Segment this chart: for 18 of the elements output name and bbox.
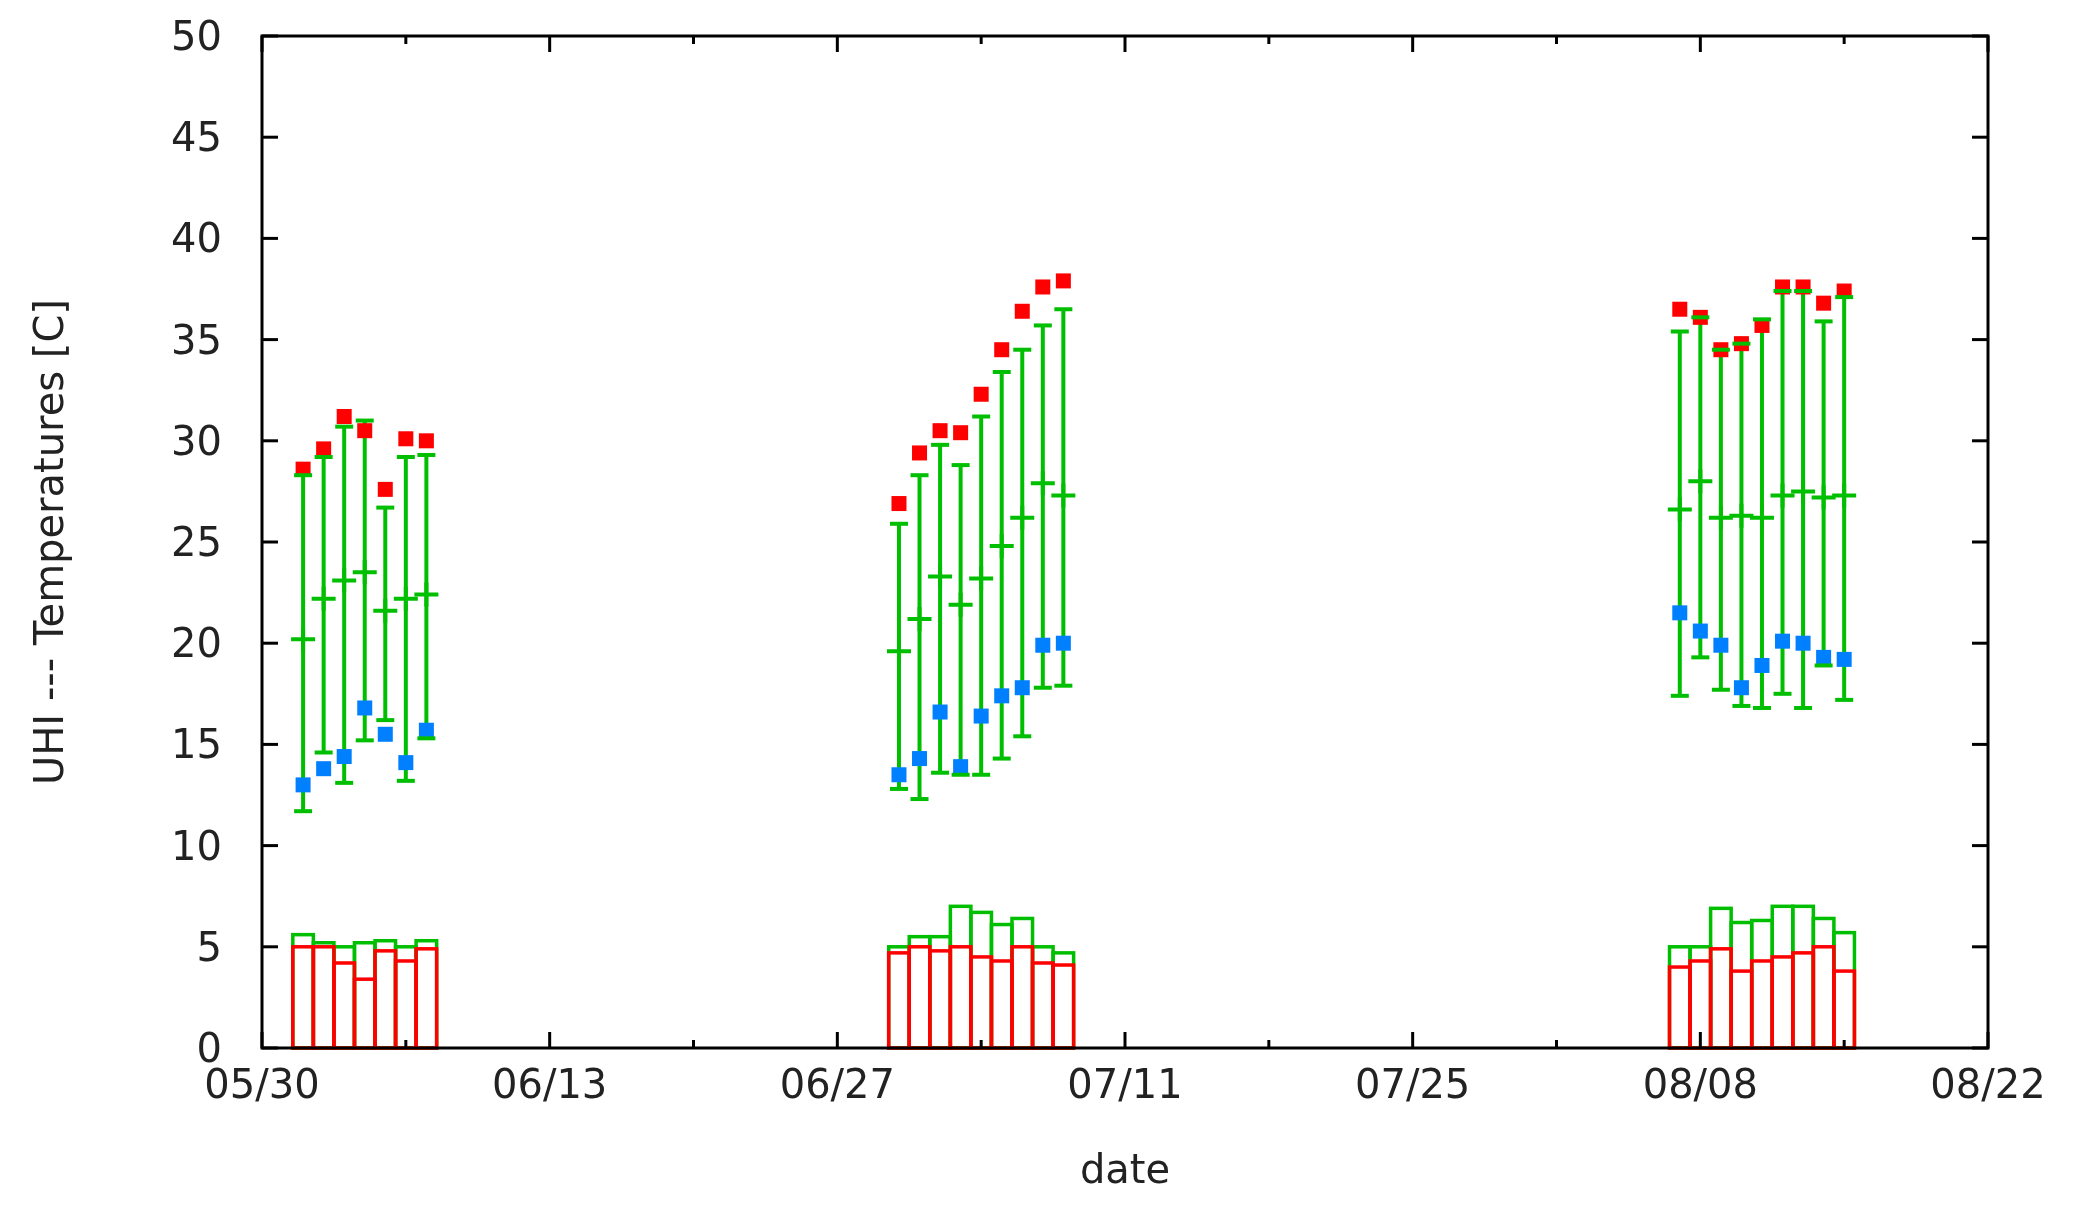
y-tick-label: 35	[171, 316, 222, 363]
y-axis-title: UHI --- Temperatures [C]	[26, 299, 72, 785]
x-tick-label: 07/11	[1067, 1061, 1183, 1107]
y-tick-label: 15	[171, 721, 222, 768]
y-tick-label: 40	[171, 215, 222, 262]
x-tick-label: 07/25	[1355, 1061, 1471, 1107]
y-tick-label: 30	[171, 417, 222, 464]
y-tick-label: 50	[171, 13, 222, 59]
x-tick-label: 08/22	[1930, 1061, 2046, 1107]
y-tick-label: 20	[171, 620, 222, 667]
x-tick-label: 08/08	[1642, 1061, 1758, 1107]
x-tick-label: 06/13	[492, 1061, 608, 1107]
y-tick-label: 10	[171, 822, 222, 869]
y-tick-label: 5	[196, 923, 222, 970]
x-axis-title: date	[1079, 1146, 1171, 1192]
x-tick-label: 06/27	[779, 1061, 895, 1107]
y-tick-label: 45	[171, 114, 222, 161]
y-tick-label: 25	[171, 519, 222, 565]
